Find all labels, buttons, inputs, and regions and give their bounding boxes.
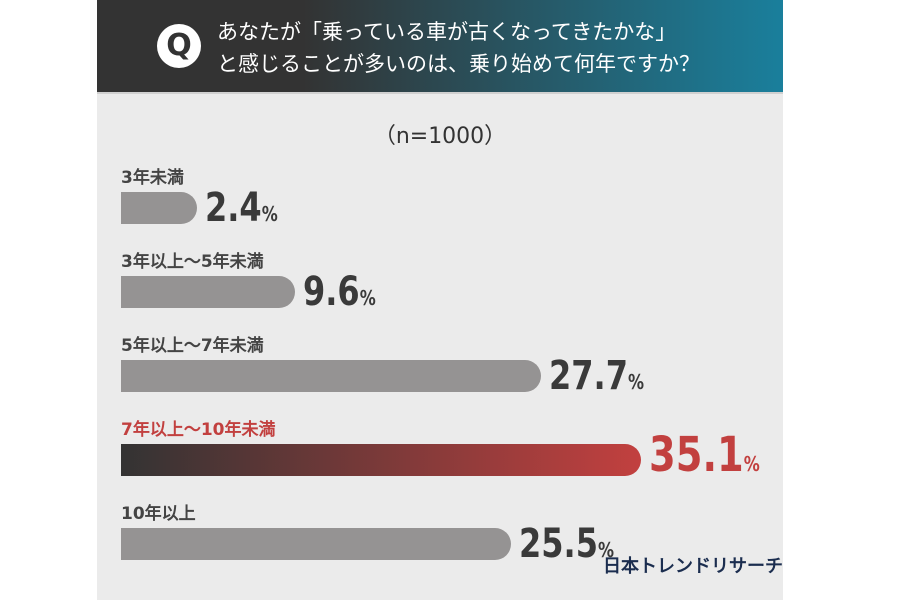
category-label: 10年以上 (121, 504, 196, 524)
bar (121, 192, 197, 224)
unit-label: % (359, 286, 376, 310)
category-label: 3年以上〜5年未満 (121, 252, 264, 272)
category-label: 7年以上〜10年未満 (121, 420, 276, 440)
unit-label: % (597, 538, 614, 562)
logo: 日本トレンドリサーチ (603, 556, 783, 577)
value-label: 35.1% (649, 427, 761, 483)
value-label: 25.5% (518, 521, 614, 567)
unit-label: % (627, 370, 644, 394)
question-line-2: と感じることが多いのは、乗り始めて何年ですか？ (217, 52, 700, 76)
value-label: 27.7% (548, 353, 644, 399)
category-label: 5年以上〜7年未満 (121, 336, 264, 356)
chart-panel: Q あなたが「乗っている車が古くなってきたかな」 と感じることが多いのは、乗り始… (97, 0, 783, 600)
question-line-1: あなたが「乗っている車が古くなってきたかな」 (217, 20, 677, 44)
bar (121, 360, 541, 392)
bar (121, 528, 511, 560)
value-label: 9.6% (302, 269, 376, 315)
unit-label: % (744, 452, 761, 476)
value-label: 2.4% (204, 185, 278, 231)
q-badge: Q (157, 24, 201, 68)
question-header: Q あなたが「乗っている車が古くなってきたかな」 と感じることが多いのは、乗り始… (97, 0, 783, 94)
bar (121, 276, 295, 308)
bar (121, 444, 642, 476)
category-label: 3年未満 (121, 168, 184, 188)
sample-size: （n=1000） (373, 124, 507, 149)
unit-label: % (261, 202, 278, 226)
